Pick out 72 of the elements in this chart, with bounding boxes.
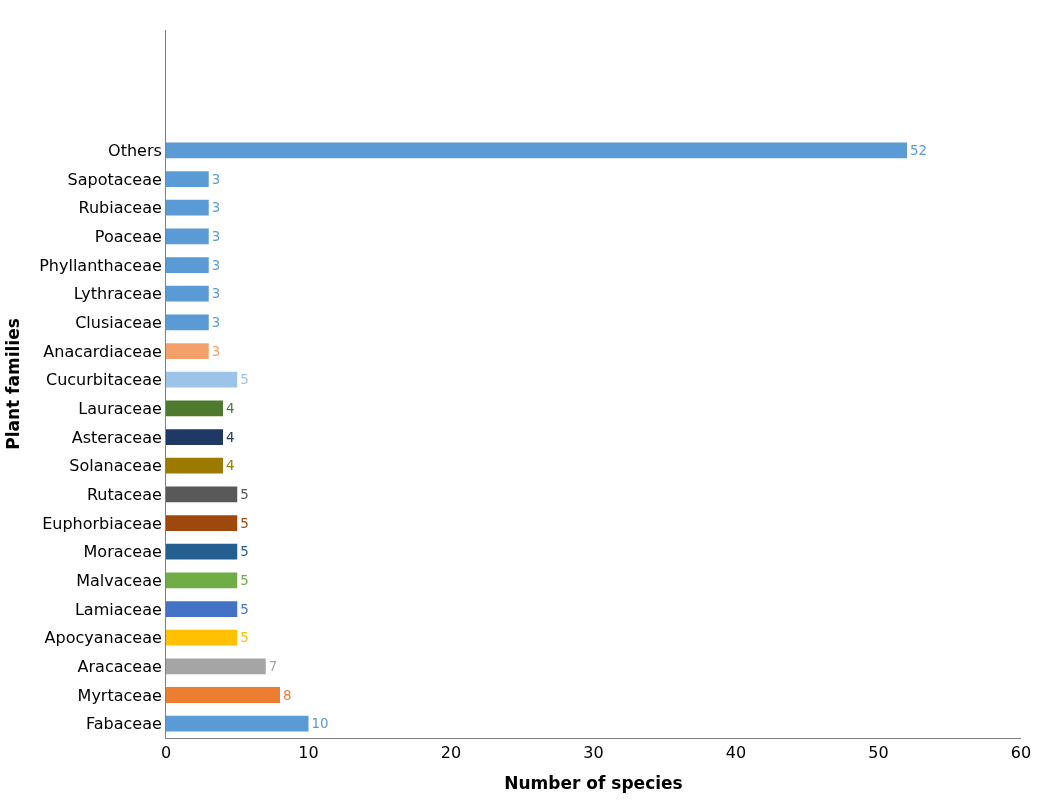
bar [166,343,209,359]
bar [166,429,223,445]
y-tick-label: Aracaceae [77,656,162,676]
y-tick-label: Apocyanaceae [44,628,162,648]
x-tick-label: 0 [160,743,172,763]
data-label: 3 [211,200,221,216]
data-label: 3 [211,257,221,273]
bar [166,486,238,503]
x-tick-label: 40 [725,743,747,763]
x-tick-label: 30 [583,743,604,763]
y-axis-title: Plant families [2,318,23,450]
y-tick-label: Fabaceae [86,714,162,734]
bar [166,687,280,703]
bar [166,142,907,159]
y-tick-label: Myrtaceae [77,685,162,705]
x-axis-title: Number of species [504,772,683,793]
data-label: 8 [283,687,292,703]
y-tick-label: Asteraceae [71,427,162,447]
bar [166,371,238,388]
data-label: 4 [226,401,235,417]
y-tick-label: Sapotaceae [67,169,162,189]
data-label: 5 [240,630,249,646]
bar [166,658,266,675]
bar [166,515,238,531]
bar [166,543,238,560]
data-label: 4 [226,429,235,445]
data-label: 3 [211,343,221,359]
bar [166,199,209,216]
x-tick-label: 50 [868,743,889,763]
data-label: 3 [211,315,221,331]
bar [166,457,223,474]
y-tick-label: Lythraceae [73,284,162,304]
x-tick-label: 60 [1010,743,1032,763]
data-label: 3 [211,286,221,302]
bar [166,572,238,589]
y-tick-label: Clusiaceae [75,312,162,332]
y-tick-label: Euphorbiaceae [42,513,162,533]
data-label: 5 [240,372,249,388]
x-tick-label: 10 [298,743,319,763]
y-tick-label: Moraceae [83,542,162,562]
bar [166,228,209,245]
y-tick-label: Rutaceae [86,484,162,504]
bar [166,629,238,646]
data-label: 7 [268,659,278,675]
bar [166,601,238,617]
y-tick-label: Poaceae [94,226,162,246]
x-tick-label: 20 [440,743,462,763]
y-tick-label: Phyllanthaceae [39,255,162,275]
y-tick-label: Anacardiaceae [43,341,162,361]
y-tick-label: Rubiaceae [78,198,162,218]
data-label: 3 [211,229,221,245]
bar [166,257,209,273]
bar [166,171,209,187]
y-tick-label: Lamiaceae [74,599,162,619]
data-label: 10 [311,716,329,732]
y-tick-label: Malvaceae [76,570,162,590]
data-label: 5 [240,544,249,560]
bar [166,314,209,331]
data-label: 5 [240,573,249,589]
data-label: 52 [910,143,928,159]
bar [166,285,209,302]
data-label: 4 [226,458,235,474]
y-tick-label: Solanaceae [69,456,162,476]
y-tick-label: Cucurbitaceae [46,370,162,390]
y-tick-label: Lauraceae [78,398,162,418]
bar [166,715,309,732]
data-label: 3 [211,171,221,187]
data-label: 5 [240,601,249,617]
data-label: 5 [240,487,249,503]
y-tick-label: Others [108,140,162,160]
data-label: 5 [240,515,249,531]
bar [166,400,223,417]
